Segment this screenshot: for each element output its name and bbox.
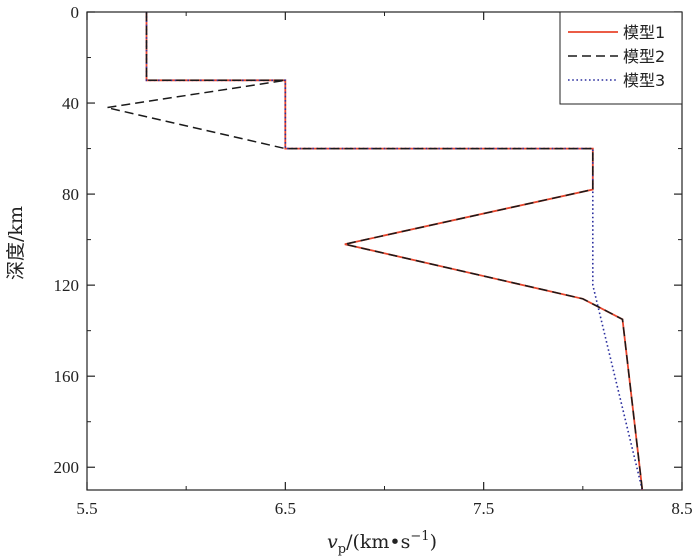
legend-label-3: 模型3 xyxy=(623,71,665,90)
series-line-3 xyxy=(145,12,644,491)
x-axis-label-close: ) xyxy=(430,531,437,553)
legend-label-2: 模型2 xyxy=(623,47,665,66)
x-tick-label: 6.5 xyxy=(275,499,296,518)
y-tick-label: 0 xyxy=(71,3,80,22)
y-tick-label: 40 xyxy=(62,94,79,113)
x-axis-label-unit: /(km•s xyxy=(346,531,410,553)
x-tick-label: 8.5 xyxy=(671,499,692,518)
axes-layer: 5.5 6.5 7.5 8.5 0 40 80 120 160 200 xyxy=(54,3,693,518)
x-axis-label-sub: p xyxy=(338,542,346,557)
legend: 模型1 模型2 模型3 xyxy=(559,11,683,105)
x-tick-label: 7.5 xyxy=(473,499,494,518)
series-line-2 xyxy=(106,12,644,491)
legend-label-1: 模型1 xyxy=(623,23,665,42)
series-layer xyxy=(106,12,644,491)
y-tick-label: 160 xyxy=(54,367,80,386)
x-axis-label-sup: −1 xyxy=(410,529,429,544)
y-tick-label: 80 xyxy=(62,185,79,204)
y-tick-label: 200 xyxy=(54,458,80,477)
legend-box xyxy=(559,11,683,105)
y-axis-label: 深度/km xyxy=(5,206,27,280)
x-tick-label: 5.5 xyxy=(76,499,97,518)
x-axis-label-main: v xyxy=(327,531,338,553)
x-axis-label: vp/(km•s−1) xyxy=(327,529,437,557)
y-tick-label: 120 xyxy=(54,276,80,295)
